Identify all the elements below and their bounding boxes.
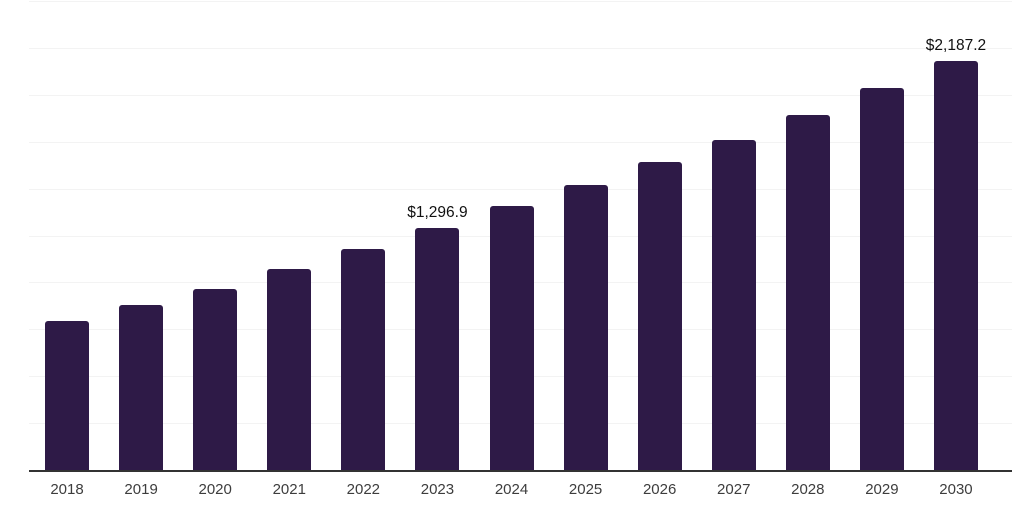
x-axis-label-2018: 2018 (50, 481, 84, 498)
bar-2028 (785, 114, 830, 471)
value-label-2030: $2,187.2 (925, 37, 987, 55)
gridline (29, 94, 1012, 96)
bar-2026 (637, 162, 682, 471)
bar-2021 (267, 269, 312, 471)
bar-slot: $1,296.9 (400, 2, 474, 471)
bar-slot (178, 2, 252, 471)
x-axis-label-2022: 2022 (346, 481, 381, 498)
gridline (29, 188, 1012, 190)
plot-area: $1,296.9 $2,187.2 (29, 1, 1012, 472)
bar-slot (326, 2, 400, 471)
bar-2022 (341, 249, 386, 471)
bar-slot (252, 2, 326, 471)
bar-slot: $2,187.2 (919, 2, 993, 471)
bar-slot (697, 2, 771, 471)
bar-2024 (489, 206, 534, 471)
x-axis-labels: 2018 2019 2020 2021 2022 2023 2024 2025 2026 2027… (30, 479, 993, 501)
bar-slot (771, 2, 845, 471)
bar-2023 (415, 227, 460, 471)
bar-2030 (933, 60, 978, 471)
value-label-2023: $1,296.9 (407, 204, 468, 222)
bar-2019 (119, 304, 164, 471)
bar-slot (845, 2, 919, 471)
x-axis-label-2028: 2028 (791, 481, 825, 498)
x-axis-line (29, 470, 1012, 472)
bar-2027 (711, 139, 756, 471)
bar-slot (30, 2, 104, 471)
gridline (29, 141, 1012, 143)
bar-2025 (563, 184, 608, 471)
bar-2029 (859, 88, 904, 471)
bar-slot (623, 2, 697, 471)
x-axis-label-2021: 2021 (272, 481, 306, 498)
x-axis-label-2027: 2027 (717, 481, 751, 498)
bar-2020 (193, 288, 238, 471)
bar-slot (474, 2, 548, 471)
x-axis-label-2019: 2019 (124, 481, 158, 498)
x-axis-label-2026: 2026 (642, 481, 677, 498)
x-axis-label-2025: 2025 (568, 481, 603, 498)
gridline (29, 47, 1012, 49)
x-axis-label-2029: 2029 (865, 481, 899, 498)
gridline (29, 1, 1012, 2)
x-axis-label-2030: 2030 (939, 481, 973, 498)
bars: $1,296.9 $2,187.2 (30, 2, 993, 471)
bar-2018 (45, 321, 90, 471)
x-axis-label-2020: 2020 (198, 481, 232, 498)
x-axis-label-2024: 2024 (494, 481, 529, 498)
bar-slot (104, 2, 178, 471)
x-axis-label-2023: 2023 (420, 481, 455, 498)
bar-slot (549, 2, 623, 471)
